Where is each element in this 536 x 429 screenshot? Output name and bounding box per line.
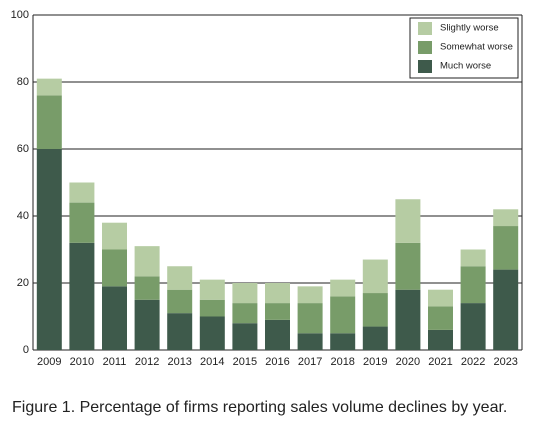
bar-segment	[167, 266, 193, 290]
x-tick-label: 2017	[298, 356, 322, 368]
legend-swatch	[418, 41, 432, 54]
bar-segment	[428, 329, 453, 350]
bar-segment	[493, 269, 519, 350]
bar-segment	[265, 283, 290, 304]
x-tick-label: 2014	[200, 356, 224, 368]
bar-segment	[493, 226, 519, 270]
bar-segment	[232, 283, 258, 304]
legend-swatch	[418, 60, 432, 73]
bar-segment	[69, 242, 95, 350]
x-tick-label: 2009	[37, 356, 61, 368]
x-tick-label: 2011	[103, 356, 127, 368]
x-tick-label: 2016	[265, 356, 289, 368]
bar-segment	[102, 249, 127, 287]
x-tick-label: 2019	[363, 356, 387, 368]
bar-segment	[395, 242, 421, 290]
bar-segment	[36, 95, 62, 149]
x-tick-label: 2018	[330, 356, 354, 368]
bar-segment	[297, 333, 323, 350]
bar-segment	[362, 259, 388, 294]
y-tick-label: 100	[11, 9, 29, 21]
y-tick-label: 0	[23, 344, 29, 356]
y-tick-label: 40	[17, 210, 29, 222]
bar-segment	[134, 299, 160, 350]
bar-segment	[232, 303, 258, 324]
bar-segment	[395, 199, 421, 243]
x-tick-label: 2013	[167, 356, 191, 368]
bar-segment	[362, 326, 388, 350]
bar-segment	[460, 266, 486, 304]
bar-segment	[428, 289, 453, 307]
bar-segment	[167, 289, 193, 314]
bar-segment	[102, 286, 127, 350]
bar-segment	[36, 149, 62, 350]
bar-segment	[265, 303, 290, 320]
bar-segment	[395, 289, 421, 350]
legend-label: Much worse	[440, 61, 491, 72]
bar-segment	[297, 303, 323, 334]
bar-segment	[493, 209, 519, 227]
bar-segment	[69, 202, 95, 243]
bar-segment	[199, 299, 225, 317]
bar-segment	[134, 276, 160, 300]
x-tick-label: 2015	[233, 356, 257, 368]
x-tick-label: 2020	[396, 356, 420, 368]
bar-segment	[460, 303, 486, 350]
x-tick-label: 2022	[461, 356, 485, 368]
bar-segment	[297, 286, 323, 304]
legend-label: Slightly worse	[440, 23, 499, 34]
bar-segment	[167, 313, 193, 350]
x-tick-label: 2010	[70, 356, 94, 368]
x-tick-label: 2023	[493, 356, 517, 368]
y-tick-label: 20	[17, 277, 29, 289]
bar-segment	[232, 323, 258, 350]
bar-segment	[36, 78, 62, 96]
legend-label: Somewhat worse	[440, 42, 513, 53]
y-tick-label: 60	[17, 143, 29, 155]
legend-swatch	[418, 22, 432, 35]
bar-segment	[102, 222, 127, 250]
bar-segment	[460, 249, 486, 267]
x-tick-label: 2012	[135, 356, 159, 368]
bar-segment	[330, 333, 356, 350]
bar-segment	[330, 279, 356, 297]
bar-segment	[428, 306, 453, 330]
bar-segment	[199, 316, 225, 350]
caption: Figure 1. Percentage of firms reporting …	[12, 399, 507, 416]
bar-segment	[69, 182, 95, 203]
bar-segment	[265, 319, 290, 350]
bar-segment	[330, 296, 356, 334]
bar-segment	[362, 293, 388, 327]
x-tick-label: 2021	[428, 356, 452, 368]
bar-segment	[134, 246, 160, 277]
bar-segment	[199, 279, 225, 300]
y-tick-label: 80	[17, 76, 29, 88]
